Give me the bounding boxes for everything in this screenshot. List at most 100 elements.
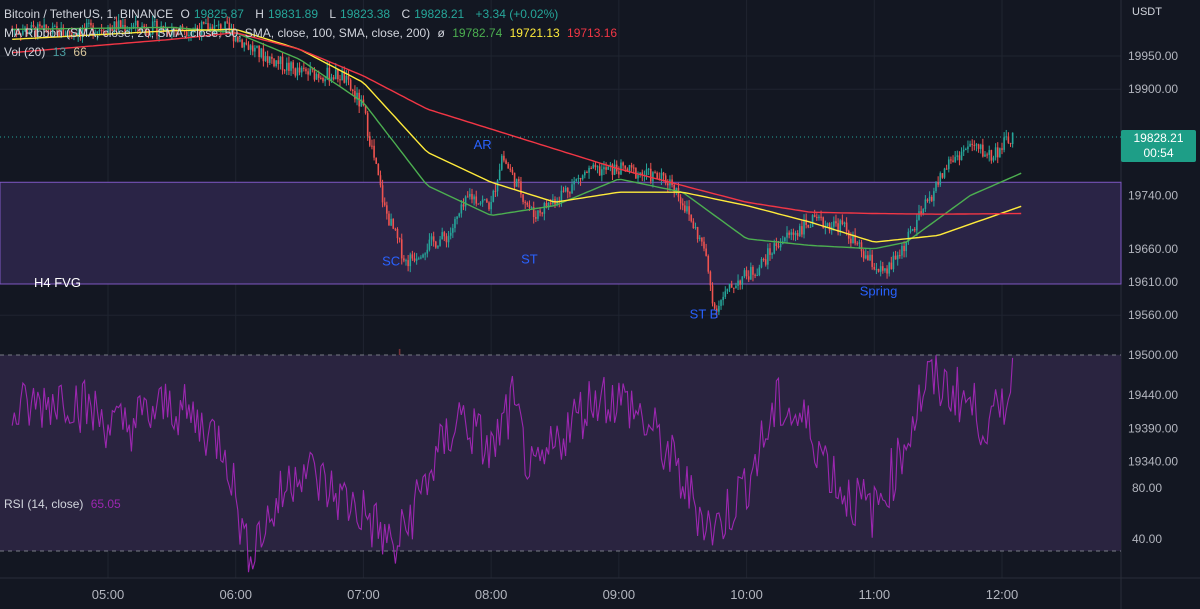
candle-body xyxy=(458,213,461,217)
candle-body xyxy=(435,241,437,248)
time-tick-label: 05:00 xyxy=(92,587,125,602)
time-axis[interactable]: 05:00 06:00 07:00 08:00 09:00 10:00 11:00 12:00 xyxy=(92,587,1019,602)
candle-body xyxy=(924,199,927,209)
candle-body xyxy=(88,22,90,24)
candle-body xyxy=(488,202,490,210)
candle-body xyxy=(45,24,48,31)
candle-body xyxy=(586,172,588,174)
candle-body xyxy=(79,32,82,37)
candle-body xyxy=(305,68,307,72)
candle-body xyxy=(22,30,24,35)
candle-body xyxy=(837,223,839,233)
candle-body xyxy=(111,27,114,31)
candle-body xyxy=(500,155,503,170)
candle-body xyxy=(649,168,652,182)
annotation-sc: SC xyxy=(382,253,400,268)
candle-body xyxy=(96,31,99,35)
candle-body xyxy=(154,21,156,23)
candle-body xyxy=(894,255,897,260)
price-tick-label: 19950.00 xyxy=(1128,49,1178,63)
candle-body xyxy=(588,167,590,173)
candle-body xyxy=(315,74,318,80)
candle-body xyxy=(965,149,967,151)
candle-body xyxy=(618,171,620,175)
candle-body xyxy=(526,202,529,205)
rsi-tick-label: 40.00 xyxy=(1132,532,1162,546)
candle-body xyxy=(122,25,124,28)
candle-body xyxy=(918,211,920,220)
candle-body xyxy=(102,31,105,33)
candle-body xyxy=(718,305,720,312)
ma-title[interactable]: MA Ribbon (SMA, close, 20, SMA, close, 5… xyxy=(4,26,431,40)
candle-body xyxy=(428,239,431,250)
ma20-line xyxy=(12,26,1022,250)
candle-body xyxy=(313,69,316,80)
fvg-label: H4 FVG xyxy=(34,275,81,290)
candle-body xyxy=(679,197,682,204)
candle-body xyxy=(518,179,520,182)
candle-body xyxy=(141,25,143,32)
candle-countdown: 00:54 xyxy=(1143,146,1174,160)
candle-body xyxy=(979,144,982,149)
price-axis[interactable]: 19950.00 19900.00 19740.00 19660.00 19610.00… xyxy=(1128,49,1178,546)
candle-body xyxy=(258,45,260,58)
rsi-panel xyxy=(0,354,1121,573)
candle-body xyxy=(803,219,805,235)
candle-body xyxy=(869,254,871,261)
candle-body xyxy=(833,221,835,227)
candle-body xyxy=(134,20,137,26)
candle-body xyxy=(339,79,341,81)
candle-body xyxy=(705,248,707,256)
candle-body xyxy=(1009,142,1012,145)
candle-body xyxy=(288,62,290,71)
candle-body xyxy=(982,144,984,157)
candle-body xyxy=(986,154,988,156)
candle-body xyxy=(483,199,486,201)
candle-body xyxy=(839,220,842,233)
candle-body xyxy=(943,168,946,178)
symbol-name[interactable]: Bitcoin / TetherUS, 1, BINANCE xyxy=(4,7,174,21)
candle-body xyxy=(239,39,241,42)
candle-body xyxy=(962,149,965,152)
candle-body xyxy=(28,32,31,35)
candle-body xyxy=(36,24,39,37)
candle-body xyxy=(858,242,861,244)
candle-body xyxy=(899,255,901,257)
candle-body xyxy=(462,204,465,207)
change-value: +3.34 (+0.02%) xyxy=(475,7,559,21)
candle-body xyxy=(752,267,754,275)
candle-body xyxy=(945,168,948,170)
time-tick-label: 09:00 xyxy=(603,587,636,602)
candle-body xyxy=(202,22,205,24)
candle-body xyxy=(215,25,218,27)
vol-title[interactable]: Vol (20) xyxy=(4,45,46,59)
candle-body xyxy=(383,202,386,206)
candle-body xyxy=(17,32,20,34)
candle-body xyxy=(711,285,714,304)
candle-body xyxy=(801,226,803,235)
candle-body xyxy=(756,275,759,277)
candle-body xyxy=(515,179,518,187)
candle-body xyxy=(377,163,380,176)
high-label: H xyxy=(255,7,264,21)
candle-body xyxy=(592,164,595,169)
candle-body xyxy=(854,234,856,244)
candle-body xyxy=(724,291,727,297)
rsi-tick-label: 80.00 xyxy=(1132,481,1162,495)
candle-body xyxy=(975,144,978,146)
candle-body xyxy=(441,232,443,240)
candle-body xyxy=(750,267,752,280)
candle-body xyxy=(566,187,569,193)
candle-body xyxy=(703,241,705,249)
candle-body xyxy=(405,260,407,262)
ma50-line xyxy=(12,28,1022,243)
candle-body xyxy=(690,214,693,222)
close-value: 19828.21 xyxy=(414,7,465,21)
candle-body xyxy=(513,172,516,187)
candle-body xyxy=(373,145,375,158)
candle-body xyxy=(1007,136,1010,143)
rsi-title[interactable]: RSI (14, close) xyxy=(4,497,84,511)
candle-body xyxy=(1005,136,1008,138)
candle-body xyxy=(686,206,688,212)
